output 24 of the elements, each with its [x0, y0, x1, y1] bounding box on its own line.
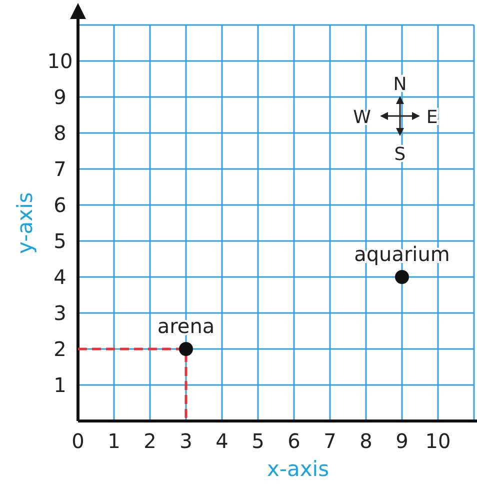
- x-tick-label: 0: [72, 429, 84, 453]
- y-tick-label: 7: [54, 157, 66, 181]
- x-tick-label: 10: [425, 429, 451, 453]
- x-tick-label: 1: [108, 429, 120, 453]
- y-tick-label: 2: [54, 337, 66, 361]
- x-tick-label: 9: [396, 429, 408, 453]
- y-tick-label: 3: [54, 301, 66, 325]
- x-tick-label: 7: [324, 429, 336, 453]
- x-tick-label: 3: [180, 429, 192, 453]
- y-tick-label: 1: [54, 373, 66, 397]
- x-axis-title: x-axis: [266, 457, 330, 481]
- y-tick-label: 9: [54, 85, 66, 109]
- y-tick-label: 6: [54, 193, 66, 217]
- y-tick-label: 10: [47, 49, 73, 73]
- x-tick-label: 5: [252, 429, 264, 453]
- x-tick-label: 4: [216, 429, 228, 453]
- x-tick-label: 8: [360, 429, 372, 453]
- annotation: E: [426, 107, 438, 128]
- x-tick-label: 2: [144, 429, 156, 453]
- y-tick-label: 4: [54, 265, 66, 289]
- x-tick-label: 6: [288, 429, 300, 453]
- y-tick-label: 8: [54, 121, 66, 145]
- y-axis-title: y-axis: [13, 192, 37, 254]
- y-tick-label: 5: [54, 229, 66, 253]
